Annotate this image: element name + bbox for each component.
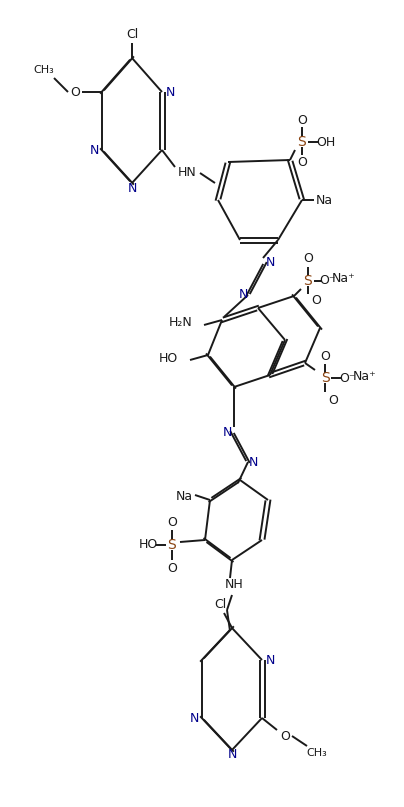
Text: N: N	[189, 712, 199, 725]
Text: Cl: Cl	[126, 28, 138, 41]
Text: O⁻: O⁻	[340, 371, 356, 384]
Text: O: O	[297, 114, 307, 127]
Text: CH₃: CH₃	[307, 748, 327, 758]
Text: N: N	[165, 86, 175, 98]
Text: N: N	[265, 654, 275, 667]
Text: O: O	[297, 157, 307, 169]
Text: N: N	[227, 749, 237, 762]
Text: N: N	[89, 144, 99, 157]
Text: Na: Na	[316, 194, 332, 207]
Text: O⁻: O⁻	[320, 274, 336, 287]
Text: N: N	[127, 182, 137, 194]
Text: OH: OH	[316, 136, 336, 148]
Text: O: O	[280, 730, 290, 742]
Text: S: S	[298, 135, 306, 149]
Text: N: N	[248, 455, 258, 469]
Text: O: O	[303, 253, 313, 266]
Text: N: N	[222, 425, 231, 438]
Text: O: O	[311, 295, 321, 307]
Text: N: N	[238, 288, 248, 302]
Text: Na: Na	[175, 491, 193, 504]
Text: O: O	[70, 86, 80, 98]
Text: HO: HO	[159, 352, 178, 365]
Text: Cl: Cl	[214, 597, 226, 611]
Text: O: O	[167, 562, 177, 575]
Text: Na⁺: Na⁺	[353, 370, 377, 383]
Text: H₂N: H₂N	[168, 316, 192, 329]
Text: NH: NH	[225, 579, 243, 592]
Text: O: O	[320, 349, 330, 362]
Text: S: S	[168, 538, 177, 552]
Text: Na⁺: Na⁺	[332, 273, 356, 286]
Text: O: O	[167, 516, 177, 529]
Text: HO: HO	[139, 538, 158, 551]
Text: S: S	[321, 371, 329, 385]
Text: CH₃: CH₃	[34, 65, 55, 75]
Text: N: N	[265, 257, 275, 270]
Text: S: S	[304, 274, 312, 288]
Text: O: O	[328, 394, 338, 407]
Text: HN: HN	[178, 166, 196, 179]
